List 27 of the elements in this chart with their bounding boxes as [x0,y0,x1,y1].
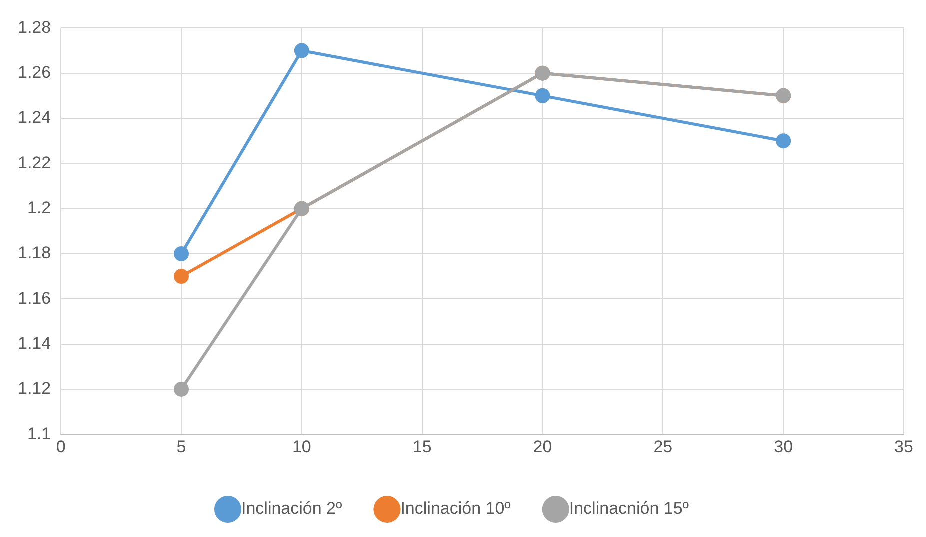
point [535,88,550,104]
x-tick-label: 25 [654,437,673,456]
y-tick-label: 1.22 [18,153,52,172]
legend-label: Inclinación 2º [242,499,342,518]
y-tick-label: 1.12 [18,379,52,398]
legend-label: Inclinación 10º [400,499,511,518]
y-tick-label: 1.1 [27,424,52,444]
point [174,382,190,397]
x-tick-label: 30 [774,437,794,456]
point [174,246,190,262]
point [776,134,792,149]
x-tick-label: 15 [412,437,432,456]
x-tick-label: 10 [292,437,312,456]
legend-label: Inclinacnión 15º [569,499,690,518]
x-tick-label: 5 [176,437,186,456]
x-tick-label: 0 [56,437,66,456]
x-tick-label: 20 [533,437,552,456]
y-tick-label: 1.14 [18,334,52,353]
y-tick-label: 1.26 [18,63,52,82]
y-tick-label: 1.28 [18,18,52,37]
x-tick-label: 35 [894,437,914,456]
y-tick-label: 1.18 [18,244,52,263]
point [174,269,190,284]
y-tick-label: 1.16 [18,288,52,308]
point [294,43,310,58]
y-tick-label: 1.2 [27,198,52,218]
y-tick-label: 1.24 [18,108,52,128]
